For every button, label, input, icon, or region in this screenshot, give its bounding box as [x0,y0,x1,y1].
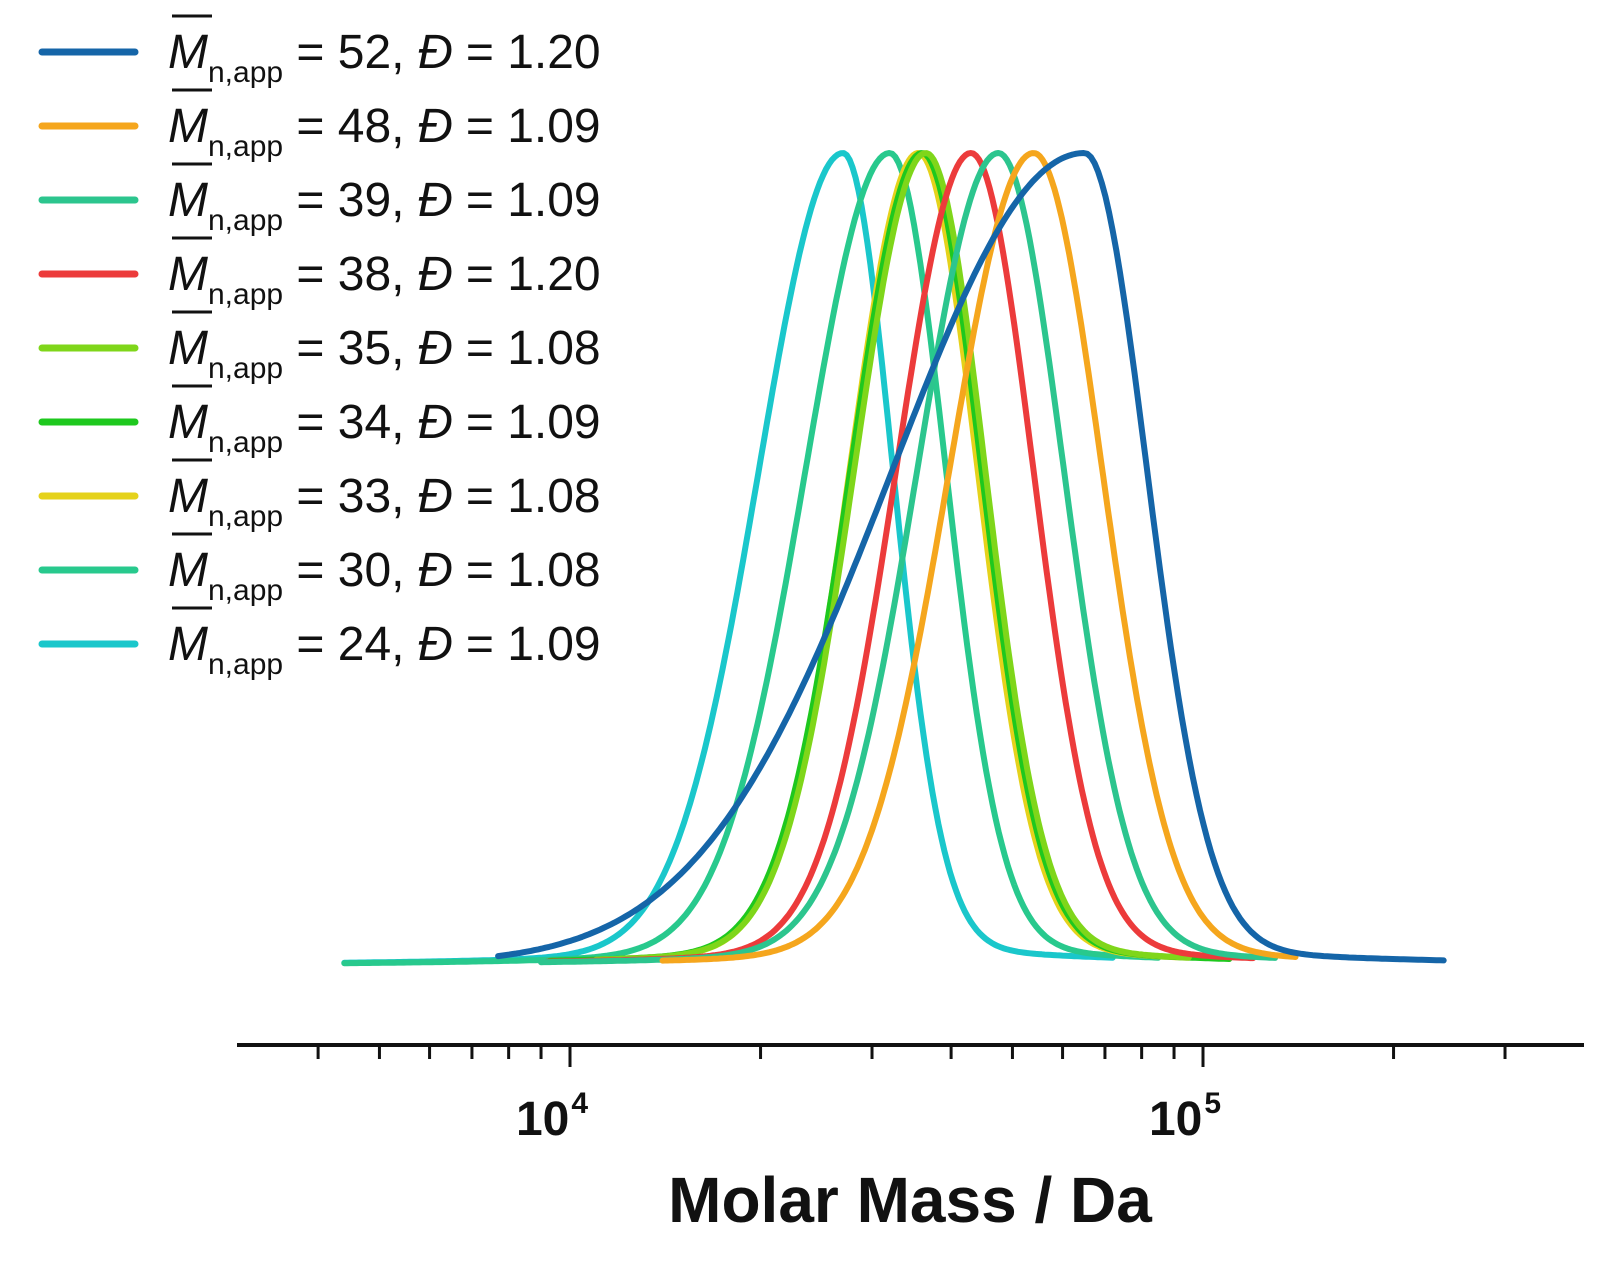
curves-layer [341,150,1447,967]
legend-label: Mn,app = 48, Đ = 1.09 [168,100,601,163]
legend-label: Mn,app = 35, Đ = 1.08 [168,322,601,385]
series-line-30 [341,150,1162,967]
legend-label: Mn,app = 39, Đ = 1.09 [168,174,601,237]
legend-item: Mn,app = 39, Đ = 1.09 [38,162,601,237]
series-line-39 [538,150,1279,966]
series-line-48 [659,150,1299,964]
legend: Mn,app = 52, Đ = 1.20 Mn,app = 48, Đ = 1.… [38,14,601,681]
legend-item: Mn,app = 48, Đ = 1.09 [38,88,601,163]
legend-label: Mn,app = 52, Đ = 1.20 [168,26,601,89]
legend-item: Mn,app = 33, Đ = 1.08 [38,458,601,533]
legend-label: Mn,app = 30, Đ = 1.08 [168,544,601,607]
x-axis-tick-labels: 104 105 [516,1087,1221,1146]
legend-label: Mn,app = 24, Đ = 1.09 [168,618,601,681]
legend-item: Mn,app = 52, Đ = 1.20 [38,14,601,89]
x-tick-label: 104 [516,1087,588,1146]
legend-item: Mn,app = 30, Đ = 1.08 [38,532,601,607]
legend-item: Mn,app = 34, Đ = 1.09 [38,384,601,459]
legend-item: Mn,app = 35, Đ = 1.08 [38,310,601,385]
x-axis-ticks [316,1045,1507,1067]
legend-item: Mn,app = 24, Đ = 1.09 [38,606,601,681]
x-tick-label: 105 [1149,1087,1221,1146]
legend-label: Mn,app = 34, Đ = 1.09 [168,396,601,459]
x-axis: 104 105 Molar Mass / Da [237,1043,1584,1236]
legend-item: Mn,app = 38, Đ = 1.20 [38,236,601,311]
legend-label: Mn,app = 33, Đ = 1.08 [168,470,601,533]
legend-label: Mn,app = 38, Đ = 1.20 [168,248,601,311]
x-axis-title: Molar Mass / Da [668,1164,1152,1236]
series-line-35 [593,150,1192,963]
series-line-52 [495,150,1447,964]
